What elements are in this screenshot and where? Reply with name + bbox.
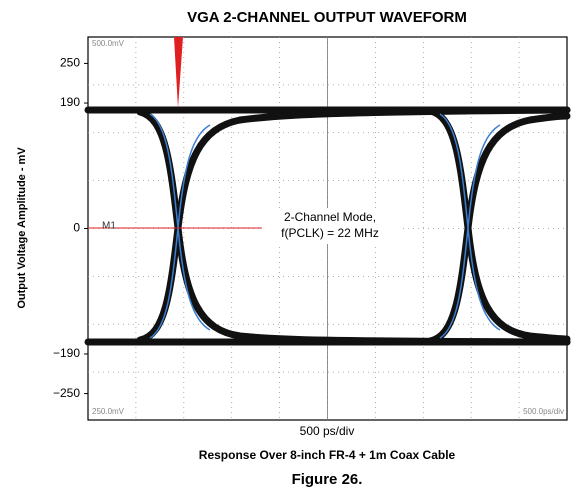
x-axis-label: 500 ps/div	[300, 424, 355, 438]
chart: VGA 2-CHANNEL OUTPUT WAVEFORM Output Vol…	[0, 0, 580, 493]
scope-label: 500.0mV	[92, 39, 125, 48]
y-tick-label: 0	[73, 221, 80, 235]
y-tick-label: −250	[53, 386, 80, 400]
marker-label: M1	[102, 221, 116, 232]
scope-label: 500.0ps/div	[523, 407, 564, 416]
y-tick-label: 190	[60, 95, 80, 109]
chart-title: VGA 2-CHANNEL OUTPUT WAVEFORM	[187, 9, 467, 26]
y-tick-label: 250	[60, 56, 80, 70]
figure-label: Figure 26.	[292, 471, 363, 488]
y-tick-label: −190	[53, 346, 80, 360]
caption: Response Over 8-inch FR-4 + 1m Coax Cabl…	[199, 448, 456, 462]
annotation: 2-Channel Mode,	[284, 210, 376, 224]
annotation: f(PCLK) = 22 MHz	[281, 226, 379, 240]
scope-label: 250.0mV	[92, 407, 125, 416]
y-axis-label: Output Voltage Amplitude - mV	[16, 147, 28, 309]
